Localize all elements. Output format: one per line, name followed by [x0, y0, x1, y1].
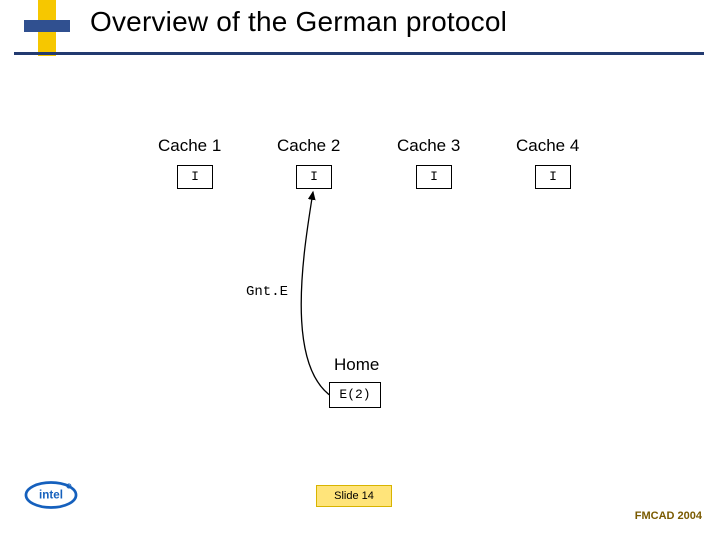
cache-2-state-box: I: [296, 165, 332, 189]
cache-3-state-box: I: [416, 165, 452, 189]
home-label: Home: [334, 355, 379, 375]
edge-arrow-svg: [0, 0, 720, 540]
cache-3-label: Cache 3: [397, 136, 460, 156]
cache-4-state-box: I: [535, 165, 571, 189]
intel-logo: intel R: [24, 478, 78, 512]
home-state-box: E(2): [329, 382, 381, 408]
edge-label: Gnt.E: [246, 284, 288, 300]
cache-1-label: Cache 1: [158, 136, 221, 156]
title-bullet-horizontal: [24, 20, 70, 32]
cache-4-label: Cache 4: [516, 136, 579, 156]
slide-number-box: Slide 14: [316, 485, 392, 507]
cache-1-state-box: I: [177, 165, 213, 189]
title-underline: [14, 52, 704, 55]
cache-2-label: Cache 2: [277, 136, 340, 156]
slide-title: Overview of the German protocol: [90, 6, 507, 38]
svg-text:intel: intel: [39, 489, 63, 502]
footer-right: FMCAD 2004: [635, 510, 702, 522]
slide: { "title": "Overview of the German proto…: [0, 0, 720, 540]
